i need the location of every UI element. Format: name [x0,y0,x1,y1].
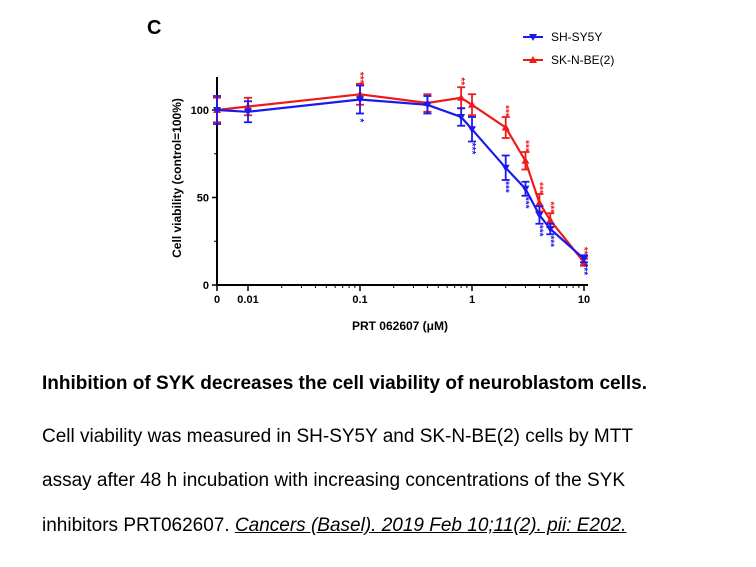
x-tick-label: 0.01 [237,294,258,306]
data-point [213,107,221,114]
caption-line-1: Cell viability was measured in SH-SY5Y a… [42,426,633,447]
caption-line-2: assay after 48 h incubation with increas… [42,470,626,491]
x-tick-label: 0.1 [352,294,367,306]
legend-label: SK-N-BE(2) [551,53,614,67]
y-tick-label: 50 [197,193,209,205]
significance-label: *** [544,201,555,213]
caption-title: Inhibition of SYK decreases the cell via… [42,373,647,394]
significance-label: *** [578,247,589,259]
data-point [521,156,530,164]
data-point [468,100,476,108]
significance-label: *** [500,105,511,117]
data-point [501,164,510,172]
data-point [546,216,555,224]
plot-area: *** ************************************ [213,72,589,275]
significance-label: *** [544,235,555,247]
x-tick-label: 1 [469,294,475,306]
significance-label: * [354,119,365,123]
legend-marker [529,34,537,41]
legend-label: SH-SY5Y [551,30,602,44]
data-point [521,185,530,193]
series-sh-sy5y: ******************* [213,84,589,275]
data-point [501,123,510,131]
x-axis-label: PRT 062607 (μM) [352,319,448,333]
citation-link[interactable]: Cancers (Basel). 2019 Feb 10;11(2). pii:… [234,515,627,536]
caption-line-3: inhibitors PRT062607. Cancers (Basel). 2… [42,515,742,537]
significance-label: *** [354,72,365,84]
data-point [468,126,476,134]
series-line [216,93,585,263]
legend: SH-SY5Y SK-N-BE(2) [523,30,614,67]
data-point [535,212,544,219]
significance-label: *** [519,140,530,152]
data-point [244,108,252,116]
y-tick-label: 0 [203,280,209,292]
viability-chart: C Cell viability (control=100%) PRT 0626… [147,17,614,333]
legend-marker [529,56,537,63]
x-tick-label: 0 [214,294,220,306]
significance-label: *** [533,182,544,194]
y-tick-label: 100 [191,105,209,117]
legend-item: SK-N-BE(2) [523,53,614,67]
caption-line-3-text: inhibitors PRT062607. [42,515,235,536]
data-point [356,96,364,104]
series-line [216,98,585,260]
significance-label: *** [466,143,477,155]
data-point [423,101,432,109]
data-point [457,114,466,121]
significance-label: ** [455,77,466,85]
data-point [546,226,555,233]
data-point [535,198,544,206]
legend-item: SH-SY5Y [523,30,602,44]
data-point [580,255,588,263]
y-axis-label: Cell viability (control=100%) [170,98,184,258]
significance-label: *** [519,197,530,209]
axis-ticks: 0 50 100 0 0.01 0.1 1 10 [191,105,590,306]
x-tick-label: 10 [578,294,590,306]
significance-label: *** [533,225,544,237]
series-sk-n-be-2-: *** ***************** [213,72,589,267]
panel-label: C [147,17,161,39]
significance-label: *** [578,263,589,275]
significance-label: *** [500,181,511,193]
data-point [457,93,466,101]
